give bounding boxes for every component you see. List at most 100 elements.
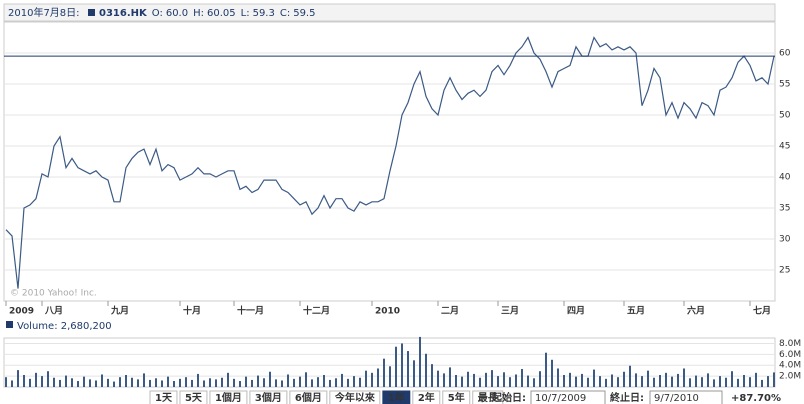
- volume-bar: [377, 368, 379, 387]
- range-button[interactable]: [442, 390, 471, 404]
- volume-bar: [671, 376, 673, 387]
- x-tick-label: 十二月: [303, 305, 330, 317]
- volume-bar: [269, 371, 271, 387]
- volume-bar: [251, 379, 253, 387]
- volume-bar: [689, 378, 691, 387]
- y-tick-label: 6.0M: [779, 350, 801, 360]
- volume-bar: [647, 370, 649, 387]
- volume-bar: [509, 377, 511, 387]
- volume-bar: [161, 380, 163, 387]
- volume-bar: [257, 375, 259, 387]
- header-field-label: H:: [193, 8, 204, 19]
- y-tick-label: 30: [779, 235, 791, 245]
- volume-bar: [533, 378, 535, 387]
- range-button-label: 今年以來: [334, 391, 375, 404]
- range-button[interactable]: [209, 390, 248, 404]
- volume-bar: [137, 379, 139, 387]
- volume-bar: [281, 380, 283, 387]
- x-tick-label: 八月: [44, 306, 63, 317]
- volume-bar: [701, 377, 703, 387]
- volume-bar: [491, 370, 493, 387]
- volume-bar: [485, 372, 487, 387]
- volume-bar: [263, 378, 265, 387]
- x-tick-label: 四月: [567, 306, 585, 317]
- header-field-value: 60.0: [166, 8, 188, 19]
- volume-bar: [125, 375, 127, 387]
- volume-bar: [389, 366, 391, 387]
- y-tick-label: 4.0M: [779, 361, 801, 371]
- volume-bar: [185, 377, 187, 387]
- volume-bar: [311, 379, 313, 387]
- y-tick-label: 55: [779, 80, 790, 90]
- range-button[interactable]: [382, 390, 411, 404]
- volume-bar: [719, 376, 721, 387]
- volume-bar: [665, 372, 667, 387]
- header-field-label: O:: [152, 8, 163, 19]
- volume-bar: [563, 375, 565, 387]
- volume-bar: [401, 343, 403, 387]
- volume-bar: [149, 379, 151, 387]
- range-button[interactable]: [329, 390, 381, 404]
- volume-bar: [35, 372, 37, 387]
- volume-bar: [335, 378, 337, 387]
- range-button[interactable]: [412, 390, 441, 404]
- volume-bar: [245, 376, 247, 387]
- volume-bar: [761, 379, 763, 387]
- x-tick-label: 六月: [687, 305, 705, 317]
- volume-bar: [455, 375, 457, 387]
- x-tick-label: 二月: [441, 306, 459, 317]
- range-button-label: 2年: [418, 391, 435, 404]
- volume-bar: [419, 336, 421, 387]
- y-tick-label: 40: [779, 173, 791, 183]
- volume-bar: [581, 373, 583, 387]
- volume-bar: [755, 372, 757, 387]
- volume-bar: [209, 378, 211, 387]
- range-button[interactable]: [472, 390, 504, 404]
- volume-bar: [611, 374, 613, 387]
- volume-bar: [503, 372, 505, 387]
- range-button-label: 1個月: [215, 391, 242, 404]
- volume-bar: [587, 377, 589, 387]
- start-label: 起始日:: [491, 391, 526, 404]
- volume-bar: [443, 373, 445, 387]
- volume-bar: [299, 376, 301, 387]
- volume-bar: [353, 376, 355, 387]
- volume-bar: [773, 372, 775, 387]
- volume-bar: [5, 377, 7, 387]
- volume-bar: [707, 373, 709, 387]
- range-button-label: 3個月: [255, 391, 282, 404]
- start-date-input[interactable]: [530, 390, 606, 404]
- volume-bar: [527, 375, 529, 387]
- volume-bar: [173, 381, 175, 387]
- y-tick-label: 8.0M: [779, 339, 801, 349]
- volume-bar: [605, 378, 607, 387]
- volume-bar: [425, 353, 427, 387]
- range-button[interactable]: [149, 390, 178, 404]
- range-button[interactable]: [289, 390, 328, 404]
- volume-bar: [575, 376, 577, 387]
- end-date-input[interactable]: [649, 390, 723, 404]
- range-button[interactable]: [179, 390, 208, 404]
- volume-bar: [179, 378, 181, 387]
- volume-bar: [53, 377, 55, 387]
- range-button-label: 最長: [478, 392, 499, 404]
- volume-bar: [737, 378, 739, 387]
- volume-bar: [23, 375, 25, 387]
- header-field-label: C:: [280, 8, 290, 19]
- volume-bar: [101, 374, 103, 387]
- volume-bar: [467, 371, 469, 387]
- volume-bar: [167, 376, 169, 387]
- volume-bar: [59, 379, 61, 387]
- volume-bar: [329, 379, 331, 387]
- volume-bar: [119, 377, 121, 387]
- y-tick-label: 50: [779, 111, 791, 121]
- range-button[interactable]: [249, 390, 288, 404]
- volume-bar: [551, 359, 553, 387]
- volume-bar: [437, 370, 439, 387]
- volume-bar: [383, 358, 385, 387]
- volume-bar: [29, 378, 31, 387]
- volume-bar: [197, 373, 199, 387]
- volume-bar: [695, 375, 697, 387]
- volume-bar: [221, 377, 223, 387]
- volume-bar: [341, 373, 343, 387]
